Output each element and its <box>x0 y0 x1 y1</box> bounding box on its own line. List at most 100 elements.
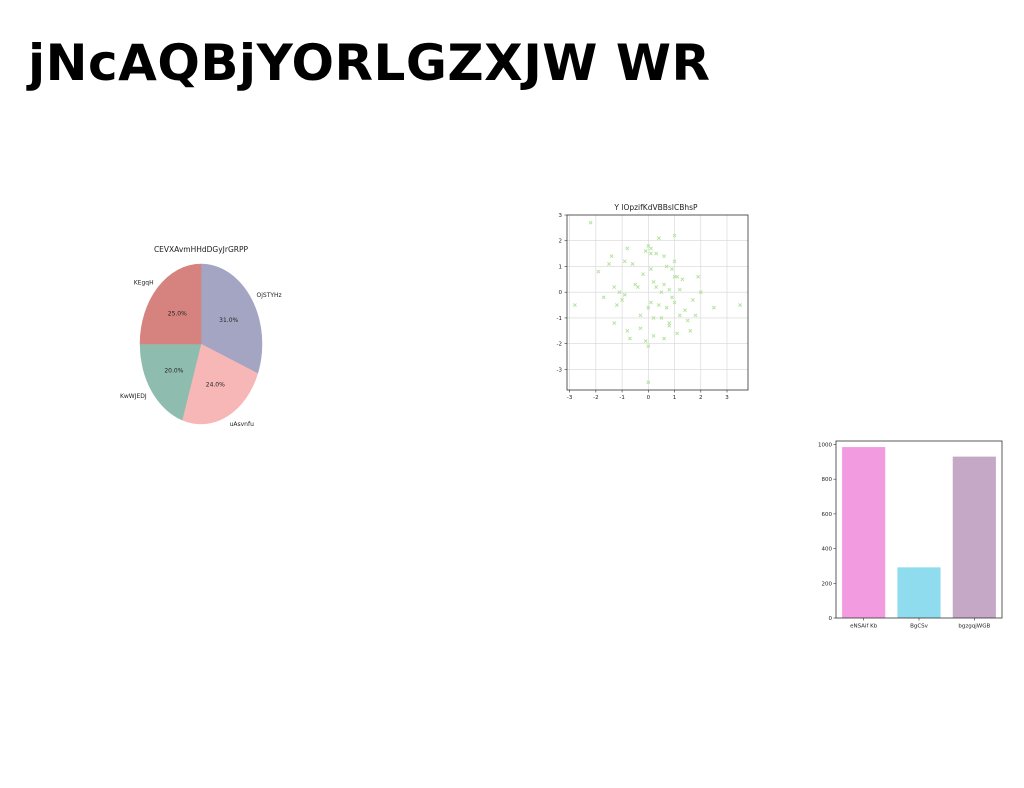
scatter-point <box>630 261 635 266</box>
scatter-point <box>685 318 690 323</box>
scatter-point <box>654 251 659 256</box>
bar <box>897 567 941 618</box>
pie-percent-label: 25.0% <box>168 310 187 317</box>
scatter-point <box>688 328 693 333</box>
scatter-point <box>601 295 606 300</box>
scatter-plot-frame <box>566 214 749 391</box>
scatter-x-tick-label: -2 <box>593 395 598 401</box>
scatter-point <box>672 233 677 238</box>
scatter-point <box>625 246 630 251</box>
scatter-point <box>670 295 674 300</box>
scatter-y-tick-label: 1 <box>559 264 563 270</box>
scatter-point <box>612 285 617 289</box>
scatter-point <box>651 334 656 338</box>
scatter-chart: Y lOpzifKdVBBsICBhsP -3 -2 -1 0 1 2 3 3 2 1 0 -1 -2 -… <box>557 203 749 401</box>
scatter-point <box>664 305 669 310</box>
pie-slice <box>139 343 202 421</box>
scatter-point <box>672 300 677 305</box>
scatter-point <box>625 328 630 333</box>
pie-slice <box>200 263 263 374</box>
scatter-point <box>675 274 680 279</box>
scatter-point <box>654 285 659 289</box>
scatter-point <box>677 313 682 318</box>
scatter-point <box>649 267 653 271</box>
scatter-point <box>572 303 577 307</box>
scatter-point <box>646 305 651 310</box>
scatter-point <box>649 300 653 305</box>
scatter-x-tick-label: -3 <box>567 395 573 401</box>
scatter-x-tick-label: 3 <box>725 395 729 401</box>
scatter-point <box>662 282 666 287</box>
scatter-point <box>738 303 743 307</box>
scatter-x-tick-label: 1 <box>673 395 677 401</box>
bar-y-tick-label: 0 <box>829 616 833 622</box>
scatter-point <box>659 316 664 320</box>
scatter-point <box>693 313 698 318</box>
scatter-point <box>680 277 685 282</box>
pie-slice-label: OjSTYHz <box>257 292 282 299</box>
pie-percent-label: 31.0% <box>219 317 238 324</box>
scatter-point <box>711 305 716 310</box>
scatter-point <box>683 308 687 313</box>
scatter-point <box>696 274 701 279</box>
bar <box>952 456 996 618</box>
scatter-point <box>646 380 651 385</box>
scatter-y-tick-label: -2 <box>557 342 562 348</box>
scatter-point <box>659 290 664 295</box>
scatter-point <box>651 316 656 320</box>
pie-slice <box>181 343 259 425</box>
scatter-point <box>662 254 666 259</box>
scatter-y-tick-label: -3 <box>557 367 563 373</box>
scatter-x-tick-label: -1 <box>619 395 624 401</box>
scatter-point <box>649 251 653 256</box>
bar <box>842 447 886 618</box>
scatter-point <box>641 272 645 277</box>
pie-chart: CEVXAvmHHdDGyJrGRPP 31.0% OjSTYHz 24.0% uAs… <box>120 245 282 428</box>
scatter-point <box>651 279 656 284</box>
scatter-point <box>690 298 695 302</box>
pie-chart-title: CEVXAvmHHdDGyJrGRPP <box>154 245 249 254</box>
scatter-point <box>667 323 672 328</box>
bar-y-tick-label: 600 <box>822 512 833 518</box>
scatter-chart-title: Y lOpzifKdVBBsICBhsP <box>613 203 698 212</box>
scatter-point <box>643 339 648 344</box>
scatter-point <box>656 236 661 241</box>
scatter-point <box>596 269 601 274</box>
scatter-point <box>664 264 669 269</box>
pie-percent-label: 20.0% <box>164 367 183 374</box>
scatter-y-tick-label: 2 <box>559 239 563 245</box>
scatter-point <box>675 331 680 336</box>
scatter-point <box>662 336 666 341</box>
scatter-point <box>656 303 661 307</box>
scatter-point <box>638 326 643 331</box>
scatter-point <box>646 344 651 349</box>
scatter-point <box>672 259 677 264</box>
scatter-point <box>617 290 622 295</box>
bar-y-tick-label: 200 <box>822 581 833 587</box>
scatter-point <box>607 261 611 266</box>
scatter-point <box>588 220 593 225</box>
pie-slice-label: uAsvnfu <box>230 421 254 428</box>
scatter-point <box>614 303 619 307</box>
scatter-point <box>622 259 627 264</box>
scatter-point <box>643 249 648 253</box>
scatter-point <box>622 292 627 297</box>
pie-percent-label: 24.0% <box>206 381 225 388</box>
pie-slice-label: KEgqH <box>134 279 154 286</box>
bar-y-tick-label: 1000 <box>818 442 832 448</box>
bar-category-label: BgCSv <box>910 624 929 630</box>
scatter-point <box>609 254 614 259</box>
bar-y-tick-label: 400 <box>822 547 833 553</box>
scatter-point <box>628 336 632 341</box>
scatter-point <box>670 267 674 271</box>
page-title: jNcAQBjYORLGZXJW WR <box>28 34 711 92</box>
pie-slice-label: KwWJEDJ <box>120 393 147 400</box>
bar-y-tick-label: 800 <box>822 477 833 483</box>
scatter-x-tick-label: 0 <box>647 395 651 401</box>
pie-slice <box>139 263 202 345</box>
scatter-x-tick-label: 2 <box>699 395 703 401</box>
scatter-y-tick-label: 0 <box>559 290 563 296</box>
scatter-y-tick-label: 3 <box>559 213 563 219</box>
scatter-point <box>638 313 643 318</box>
bar-category-label: eNSAif Kb <box>850 624 878 630</box>
